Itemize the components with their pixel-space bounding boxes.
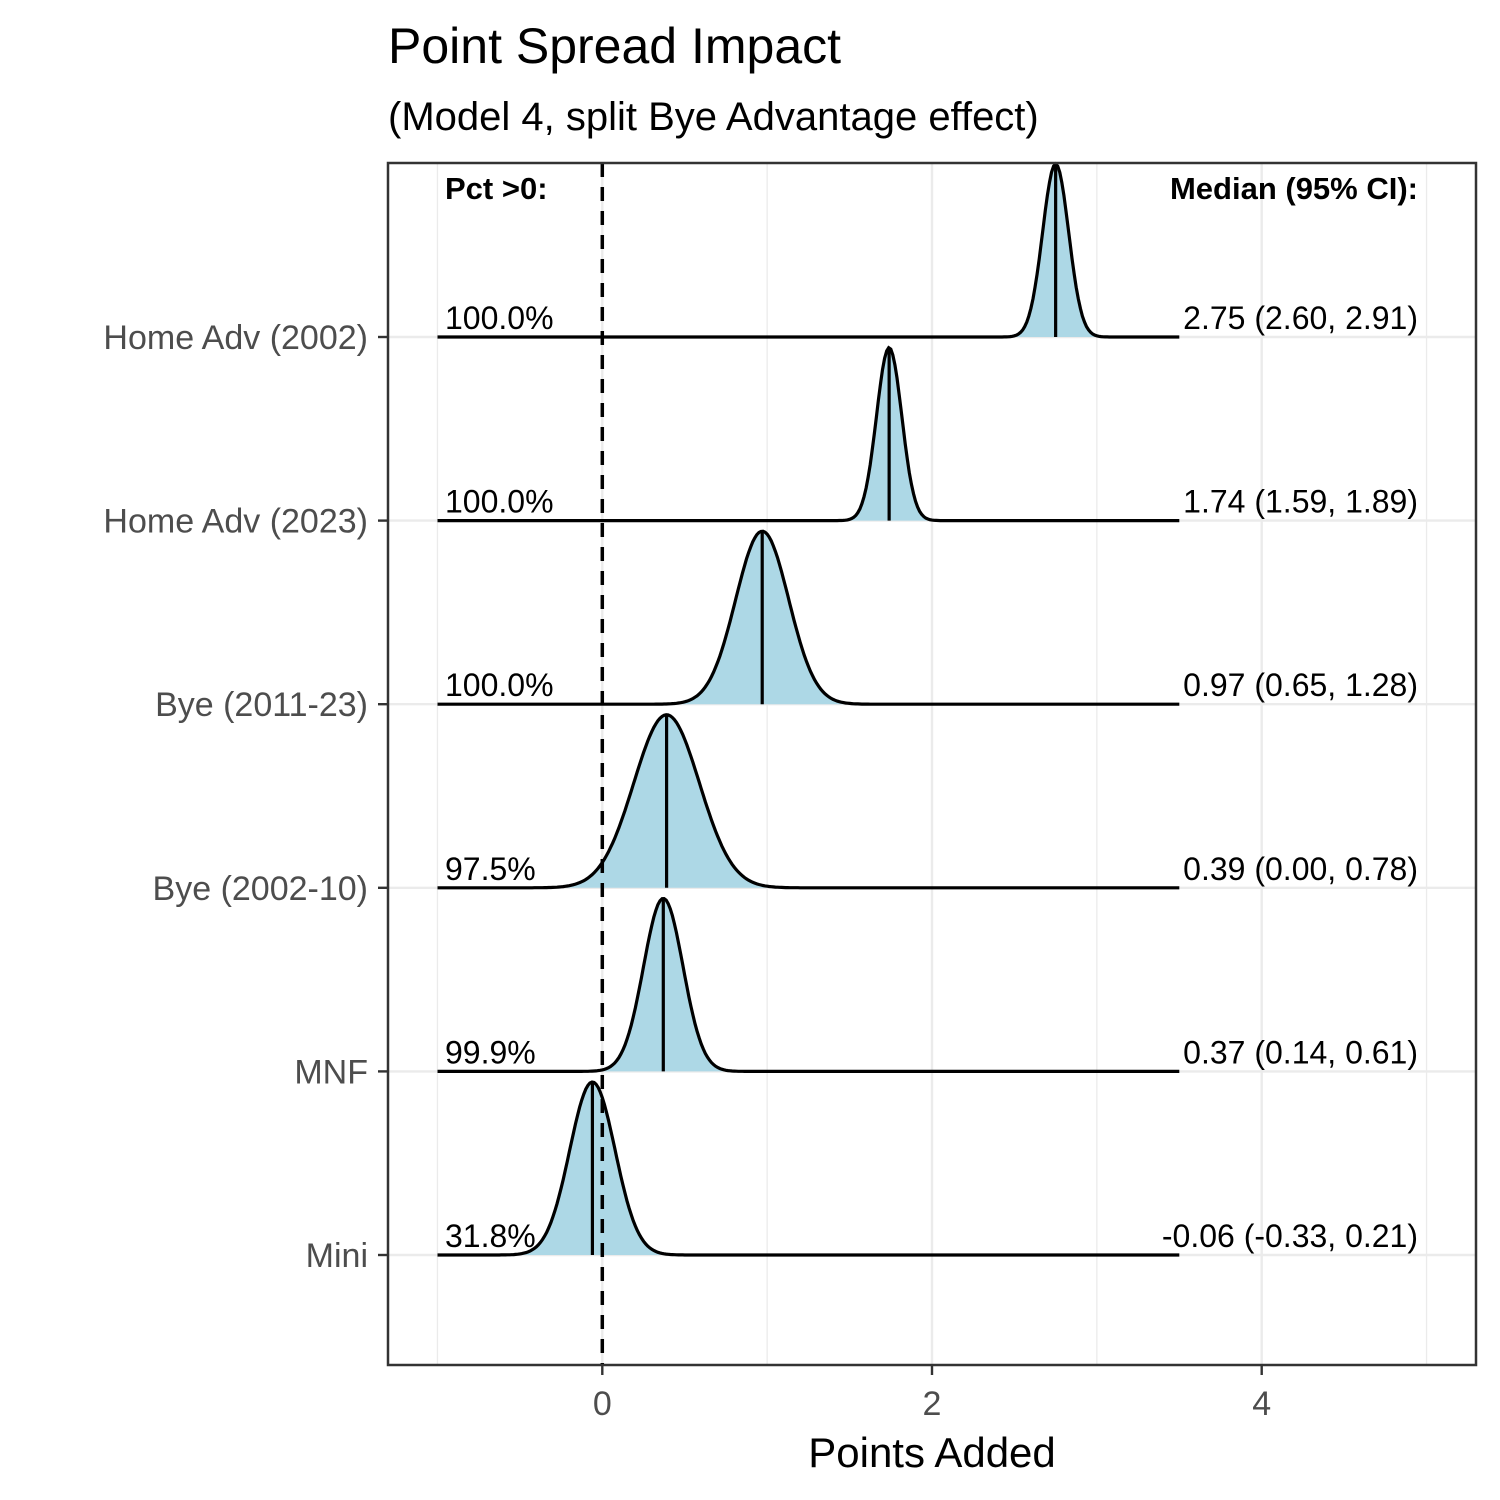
- y-tick-label: MNF: [294, 1053, 368, 1091]
- annotations: 100.0% 2.75 (2.60, 2.91) 100.0% 1.74 (1.59,…: [445, 300, 1418, 1254]
- ci-header: Median (95% CI):: [1170, 171, 1418, 206]
- x-tick-label: 0: [593, 1385, 612, 1423]
- pct-header: Pct >0:: [445, 171, 548, 206]
- y-tick-label: Home Adv (2023): [103, 503, 368, 541]
- y-tick-label: Home Adv (2002): [103, 319, 368, 357]
- ci-label: 0.39 (0.00, 0.78): [1183, 851, 1418, 887]
- density-outline: [437, 345, 1180, 523]
- y-axis: Home Adv (2002) Home Adv (2023) Bye (2011-…: [103, 319, 388, 1275]
- ci-label: 1.74 (1.59, 1.89): [1183, 484, 1418, 520]
- x-axis: 0 2 4: [593, 1365, 1271, 1423]
- y-tick-label: Bye (2011-23): [155, 686, 368, 724]
- x-tick-label: 4: [1252, 1385, 1271, 1423]
- density-outline: [437, 529, 1180, 706]
- pct-label: 31.8%: [445, 1218, 536, 1254]
- density-outline: [437, 896, 1180, 1073]
- y-tick-label: Bye (2002-10): [153, 870, 368, 908]
- chart-subtitle: (Model 4, split Bye Advantage effect): [388, 95, 1039, 139]
- pct-label: 99.9%: [445, 1034, 536, 1070]
- density-outline: [437, 1080, 1180, 1257]
- density-fill: [437, 714, 1180, 888]
- pct-label: 100.0%: [445, 667, 554, 703]
- ci-label: 0.37 (0.14, 0.61): [1183, 1034, 1418, 1070]
- ridges: [437, 161, 1180, 1257]
- ci-label: 0.97 (0.65, 1.28): [1183, 667, 1418, 703]
- ci-label: 2.75 (2.60, 2.91): [1183, 300, 1418, 336]
- pct-label: 100.0%: [445, 300, 554, 336]
- chart-title: Point Spread Impact: [388, 18, 841, 74]
- density-fill: [437, 1082, 1180, 1255]
- y-tick-label: Mini: [306, 1237, 368, 1275]
- ci-label: -0.06 (-0.33, 0.21): [1162, 1218, 1418, 1254]
- pct-label: 97.5%: [445, 851, 536, 887]
- x-tick-label: 2: [923, 1385, 942, 1423]
- density-outline: [437, 713, 1180, 890]
- pct-label: 100.0%: [445, 484, 554, 520]
- x-axis-label: Points Added: [808, 1429, 1056, 1476]
